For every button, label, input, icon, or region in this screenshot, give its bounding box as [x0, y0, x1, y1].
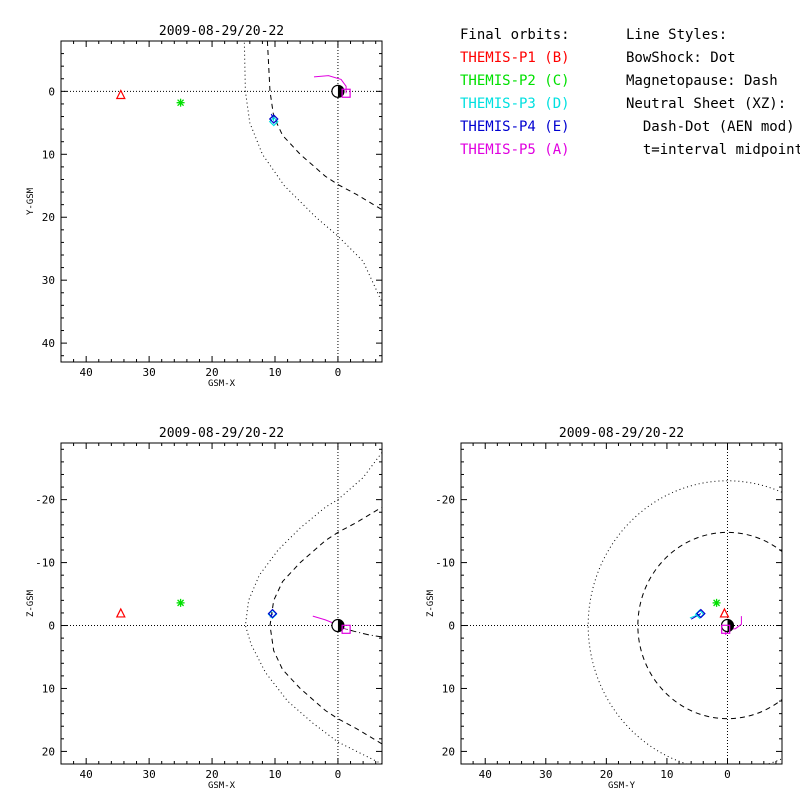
x-axis-label: GSM-Y [608, 781, 636, 791]
panel-yz: 2009-08-29/20-22 40 30 20 10 0 20 10 0 -10 -20 GSM-… [426, 426, 783, 791]
x-tick-label: 10 [268, 366, 281, 379]
plot-area [61, 41, 382, 362]
plot-frame [60, 40, 383, 363]
y-tick-label: 10 [42, 682, 55, 695]
line-styles-title: Line Styles: [626, 27, 728, 43]
panel-title: 2009-08-29/20-22 [159, 426, 284, 441]
marker-themis-p4-e [695, 608, 706, 619]
x-tick-label: 0 [335, 366, 342, 379]
y-axis-label: Z-GSM [26, 589, 36, 617]
x-tick-label: 40 [80, 768, 93, 781]
x-tick-label: 20 [205, 366, 218, 379]
marker-themis-p2-c [176, 98, 185, 107]
y-tick-label: -10 [35, 557, 55, 570]
y-tick-label: 10 [442, 682, 455, 695]
orbit-track [313, 75, 347, 94]
y-tick-label: 20 [42, 745, 55, 758]
panel-title: 2009-08-29/20-22 [159, 24, 284, 39]
legend-entry-p5: THEMIS-P5 (A) [460, 142, 570, 158]
x-tick-label: 30 [142, 366, 155, 379]
earth-night-side [337, 85, 344, 98]
x-tick-label: 30 [539, 768, 552, 781]
asterisk-stroke [713, 599, 721, 607]
y-tick-label: 30 [42, 274, 55, 287]
marker-themis-p4-e [267, 608, 278, 619]
marker-themis-p2-c [176, 598, 185, 607]
orbit-track [690, 613, 702, 620]
legend-entry-p4: THEMIS-P4 (E) [460, 119, 570, 135]
panel-xy: 2009-08-29/20-22 40 30 20 10 0 0 10 20 30 40 GSM-X Y… [26, 24, 383, 389]
y-tick-label: -10 [435, 557, 455, 570]
x-tick-label: 0 [335, 768, 342, 781]
bowshock-curve [244, 452, 382, 764]
marker-themis-p1-b [115, 89, 126, 100]
orbits-legend: Final orbits: THEMIS-P1 (B) THEMIS-P2 (C… [460, 24, 570, 162]
panel-xz: 2009-08-29/20-22 40 30 20 10 0 20 10 0 -10 -20 GSM-… [26, 426, 383, 791]
y-tick-label: 20 [42, 211, 55, 224]
legend-entry-p1: THEMIS-P1 (B) [460, 50, 570, 66]
bowshock-curve [243, 41, 382, 303]
y-axis-label: Y-GSM [26, 187, 36, 215]
plot-area [61, 443, 382, 764]
x-axis-label: GSM-X [208, 781, 236, 791]
x-tick-label: 10 [660, 768, 673, 781]
line-styles-legend: Line Styles: BowShock: Dot Magnetopause:… [626, 24, 800, 162]
panel-title: 2009-08-29/20-22 [559, 426, 684, 441]
asterisk-stroke [177, 599, 185, 607]
x-tick-label: 40 [80, 366, 93, 379]
marker-themis-p1-b [115, 607, 126, 618]
marker-themis-p5-a [721, 624, 731, 634]
marker-themis-p5-a [341, 624, 351, 634]
style-entry-interval: t=interval midpoint [626, 142, 800, 158]
orbits-legend-title: Final orbits: [460, 27, 570, 43]
y-tick-label: -20 [435, 494, 455, 507]
marker-themis-p1-b [719, 607, 730, 618]
x-tick-label: 30 [142, 768, 155, 781]
y-tick-label: 20 [442, 745, 455, 758]
plot-frame [60, 442, 383, 765]
x-tick-label: 10 [268, 768, 281, 781]
magnetopause-curve [269, 506, 382, 745]
y-tick-label: 40 [42, 337, 55, 350]
x-axis-label: GSM-X [208, 379, 236, 389]
style-entry-neutral-sheet: Neutral Sheet (XZ): [626, 96, 787, 112]
magnetopause-curve [266, 41, 382, 211]
style-entry-dash-dot: Dash-Dot (AEN mod) [626, 119, 795, 135]
y-axis-label: Z-GSM [426, 589, 436, 617]
y-tick-label: 10 [42, 148, 55, 161]
x-tick-label: 20 [600, 768, 613, 781]
y-tick-label: 0 [448, 620, 455, 633]
y-tick-label: 0 [48, 85, 55, 98]
style-entry-magnetopause: Magnetopause: Dash [626, 73, 778, 89]
x-tick-label: 0 [724, 768, 731, 781]
asterisk-stroke [177, 99, 185, 107]
style-entry-bowshock: BowShock: Dot [626, 50, 736, 66]
marker-themis-p5-a [341, 88, 351, 98]
x-tick-label: 20 [205, 768, 218, 781]
x-tick-label: 40 [479, 768, 492, 781]
earth-night-side [727, 619, 734, 632]
marker-themis-p4-e [268, 114, 279, 124]
marker-themis-p2-c [712, 598, 721, 607]
plot-frame [460, 442, 783, 765]
plot-area [461, 443, 782, 764]
y-tick-label: -20 [35, 494, 55, 507]
legend-entry-p3: THEMIS-P3 (D) [460, 96, 570, 112]
bowshock-curve [587, 480, 782, 764]
legend-entry-p2: THEMIS-P2 (C) [460, 73, 570, 89]
y-tick-label: 0 [48, 620, 55, 633]
